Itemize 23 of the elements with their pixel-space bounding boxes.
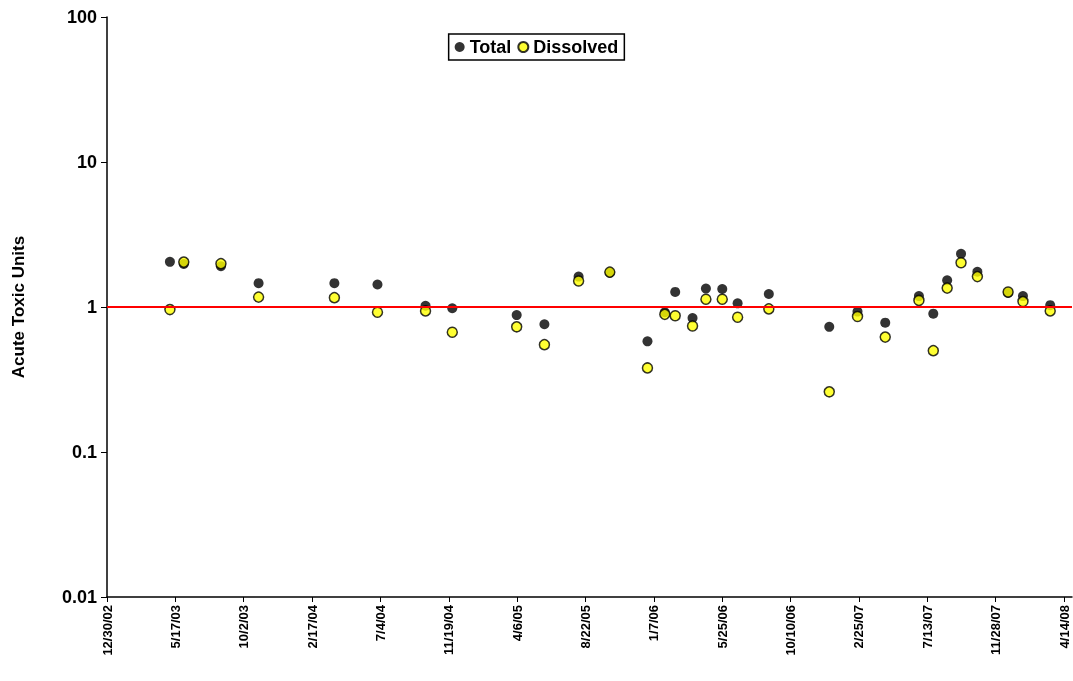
x-tick-label: 4/14/08 bbox=[1056, 605, 1072, 649]
legend-label: Total bbox=[469, 37, 512, 57]
x-tick-label: 7/4/04 bbox=[372, 604, 388, 642]
x-tick-label: 4/6/05 bbox=[509, 605, 525, 642]
x-tick-label: 1/7/06 bbox=[646, 605, 662, 642]
x-tick-label: 11/19/04 bbox=[441, 604, 457, 655]
y-tick-label: 10 bbox=[76, 152, 97, 172]
x-tick-label: 7/13/07 bbox=[919, 605, 935, 649]
y-tick-label: 0.1 bbox=[71, 442, 97, 462]
y-tick-label: 1 bbox=[86, 297, 97, 317]
x-tick-label: 10/2/03 bbox=[236, 605, 252, 649]
x-tick-label: 11/28/07 bbox=[988, 605, 1004, 655]
y-axis-title: Acute Toxic Units bbox=[9, 235, 28, 379]
x-tick-label: 2/17/04 bbox=[304, 604, 320, 649]
x-tick-label: 8/22/05 bbox=[578, 605, 594, 649]
x-tick-label: 10/10/06 bbox=[783, 605, 799, 656]
x-tick-label: 5/17/03 bbox=[167, 605, 183, 649]
x-tick-label: 2/25/07 bbox=[851, 605, 867, 649]
y-tick-label: 0.01 bbox=[61, 587, 97, 607]
x-tick-label: 5/25/06 bbox=[714, 605, 730, 649]
legend-label: Dissolved bbox=[533, 37, 619, 57]
x-tick-label: 12/30/02 bbox=[99, 605, 115, 656]
y-tick-label: 100 bbox=[66, 7, 97, 27]
